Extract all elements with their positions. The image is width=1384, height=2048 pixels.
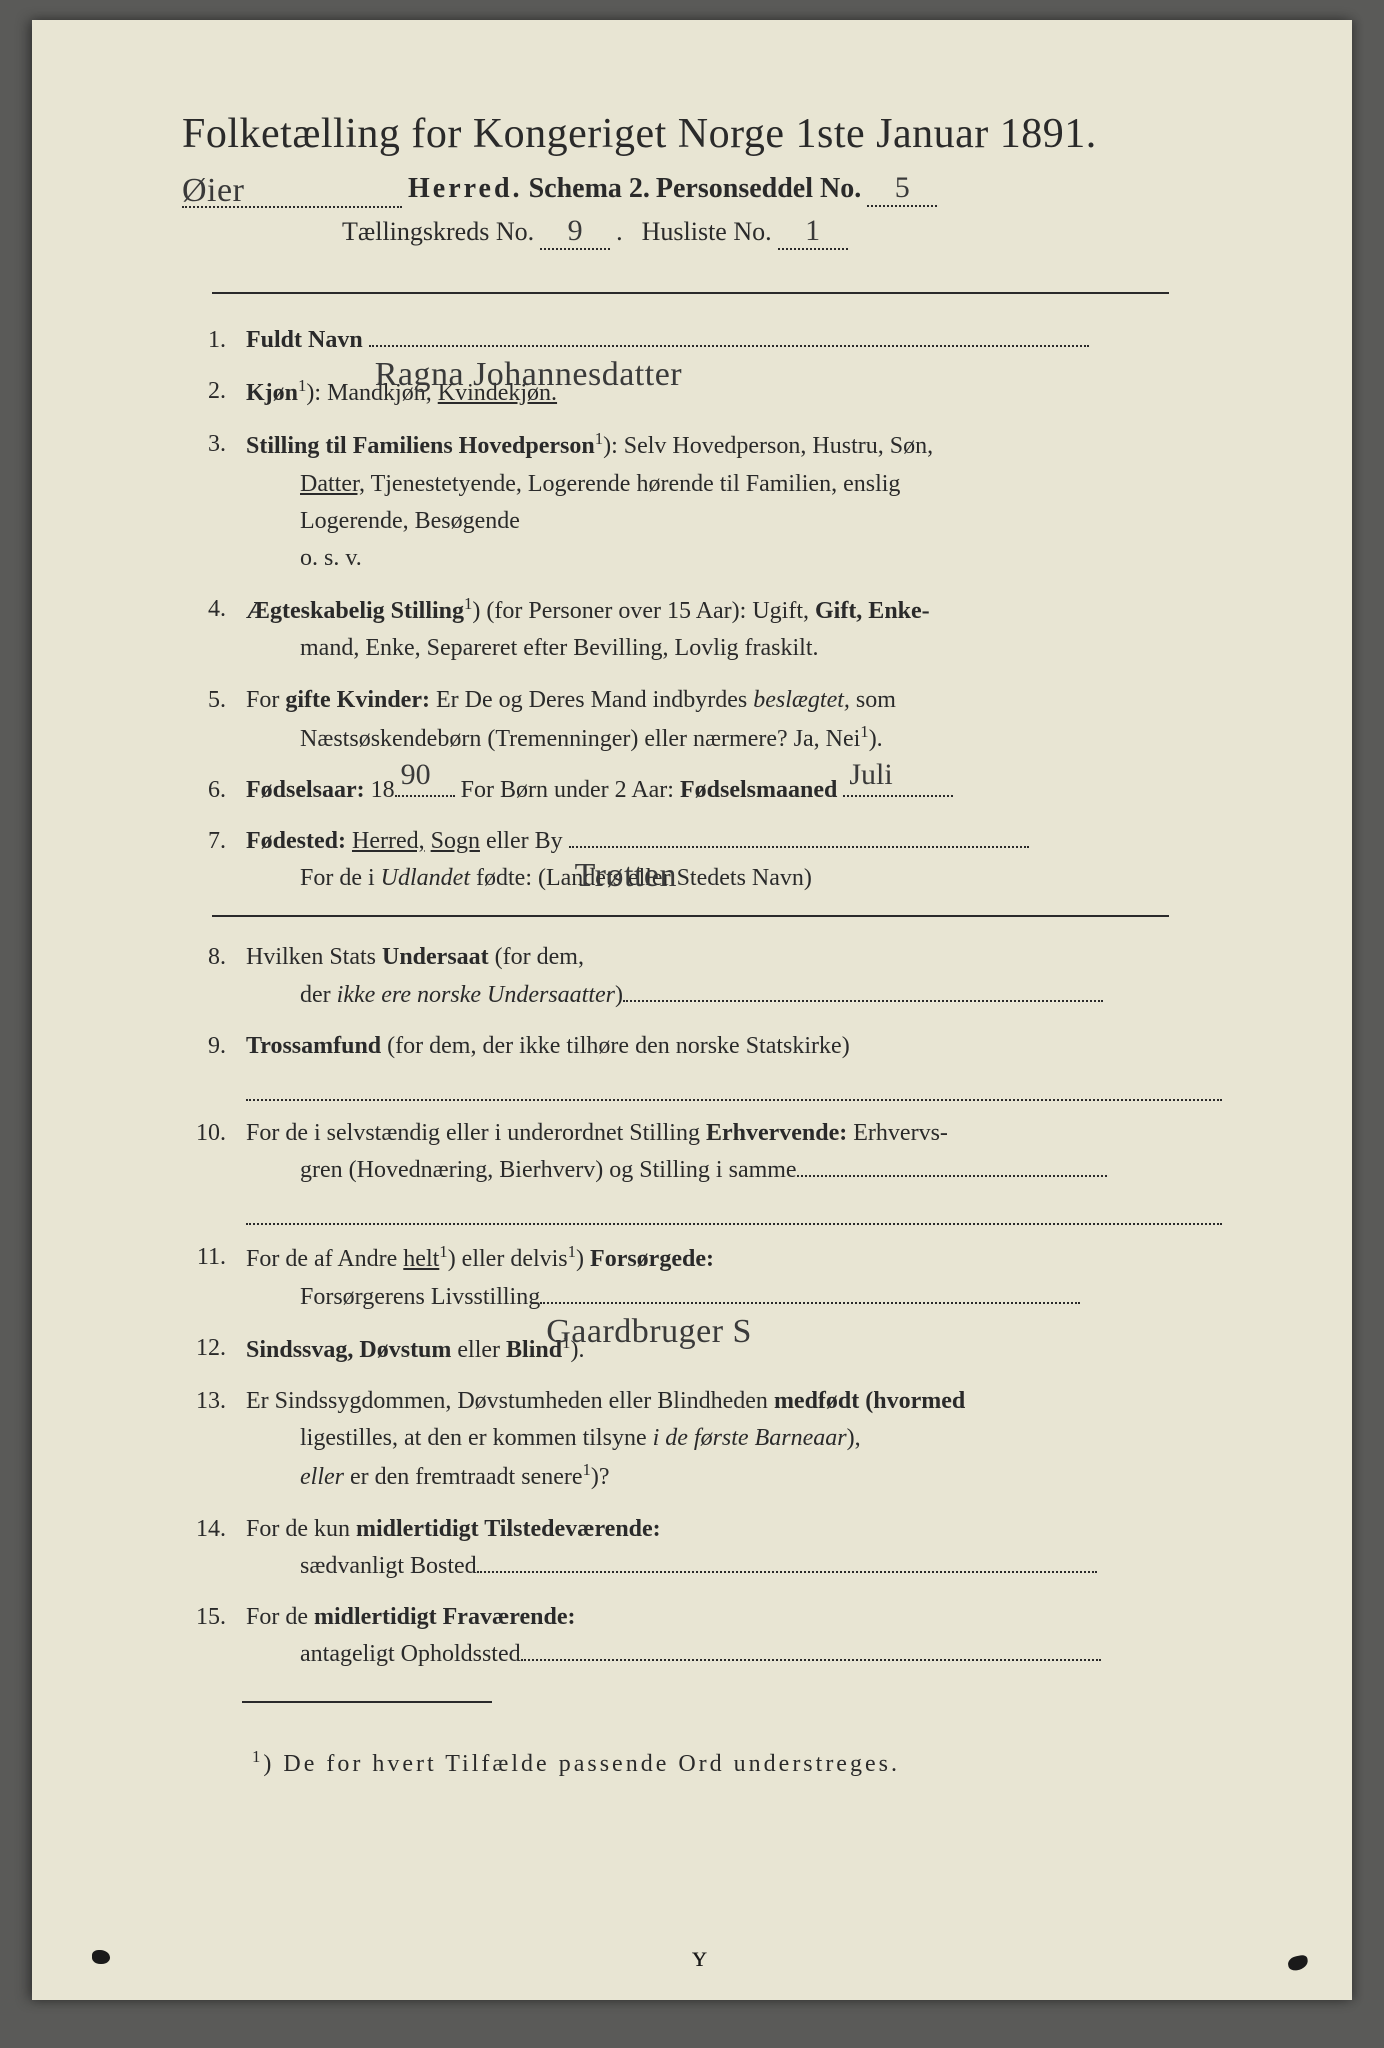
label-fuldt-navn: Fuldt Navn <box>246 327 363 353</box>
census-form-page: Folketælling for Kongeriget Norge 1ste J… <box>32 20 1352 2000</box>
husliste-no-field: 1 <box>778 214 848 250</box>
item-8: 8. Hvilken Stats Undersaat (for dem, der… <box>182 939 1222 1013</box>
item-3: 3. Stilling til Familiens Hovedperson1):… <box>182 426 1222 577</box>
underlined-datter: Datter, <box>300 471 365 497</box>
birthmonth-field: Juli <box>849 752 892 799</box>
item-6: 6. Fødselsaar: 1890 For Børn under 2 Aar… <box>182 772 1222 809</box>
item-15: 15. For de midlertidigt Fraværende: anta… <box>182 1599 1222 1673</box>
header-line-1: Øier Herred. Schema 2. Personseddel No. … <box>182 168 1222 208</box>
item-9: 9. Trossamfund (for dem, der ikke tilhør… <box>182 1028 1222 1065</box>
item-10: 10. For de i selvstændig eller i underor… <box>182 1115 1222 1189</box>
name-field: Ragna Johannesdatter <box>369 345 1089 347</box>
footnote: 1) De for hvert Tilfælde passende Ord un… <box>252 1747 1222 1778</box>
schema-label: Schema 2. <box>529 173 650 205</box>
ink-blot-right <box>1287 1954 1309 1971</box>
divider-top <box>212 292 1169 294</box>
item-13: 13. Er Sindssygdommen, Døvstumheden elle… <box>182 1383 1222 1497</box>
herred-label: Herred. <box>408 173 523 205</box>
item-5: 5. For gifte Kvinder: Er De og Deres Man… <box>182 682 1222 758</box>
personseddel-no-field: 5 <box>867 171 937 207</box>
kreds-label: Tællingskreds No. <box>342 217 534 247</box>
item-7: 7. Fødested: Herred, Sogn eller By Trøtt… <box>182 823 1222 897</box>
birthyear-field: 90 <box>401 752 431 799</box>
item-4: 4. Ægteskabelig Stilling1) (for Personer… <box>182 591 1222 667</box>
form-header: Folketælling for Kongeriget Norge 1ste J… <box>182 110 1222 250</box>
form-items: 1. Fuldt Navn Ragna Johannesdatter 2. Kj… <box>182 322 1222 1673</box>
form-title: Folketælling for Kongeriget Norge 1ste J… <box>182 110 1222 158</box>
kreds-no-field: 9 <box>540 214 610 250</box>
item-1: 1. Fuldt Navn Ragna Johannesdatter <box>182 322 1222 359</box>
herred-field: Øier <box>182 168 402 208</box>
personseddel-label: Personseddel No. <box>656 173 861 205</box>
dotted-row-9 <box>246 1079 1222 1101</box>
item-2: 2. Kjøn1): Mandkjøn, Kvindekjøn. <box>182 373 1222 412</box>
header-line-2: Tællingskreds No. 9 . Husliste No. 1 <box>342 214 1222 250</box>
ink-blot-left <box>92 1950 110 1964</box>
divider-footnote <box>242 1701 492 1703</box>
item-14: 14. For de kun midlertidigt Tilstedevære… <box>182 1511 1222 1585</box>
item-11: 11. For de af Andre helt1) eller delvis1… <box>182 1239 1222 1315</box>
dotted-row-10 <box>246 1203 1222 1225</box>
husliste-label: Husliste No. <box>642 217 772 247</box>
divider-mid <box>212 915 1169 917</box>
ink-mark-center: ʏ <box>692 1940 707 1974</box>
